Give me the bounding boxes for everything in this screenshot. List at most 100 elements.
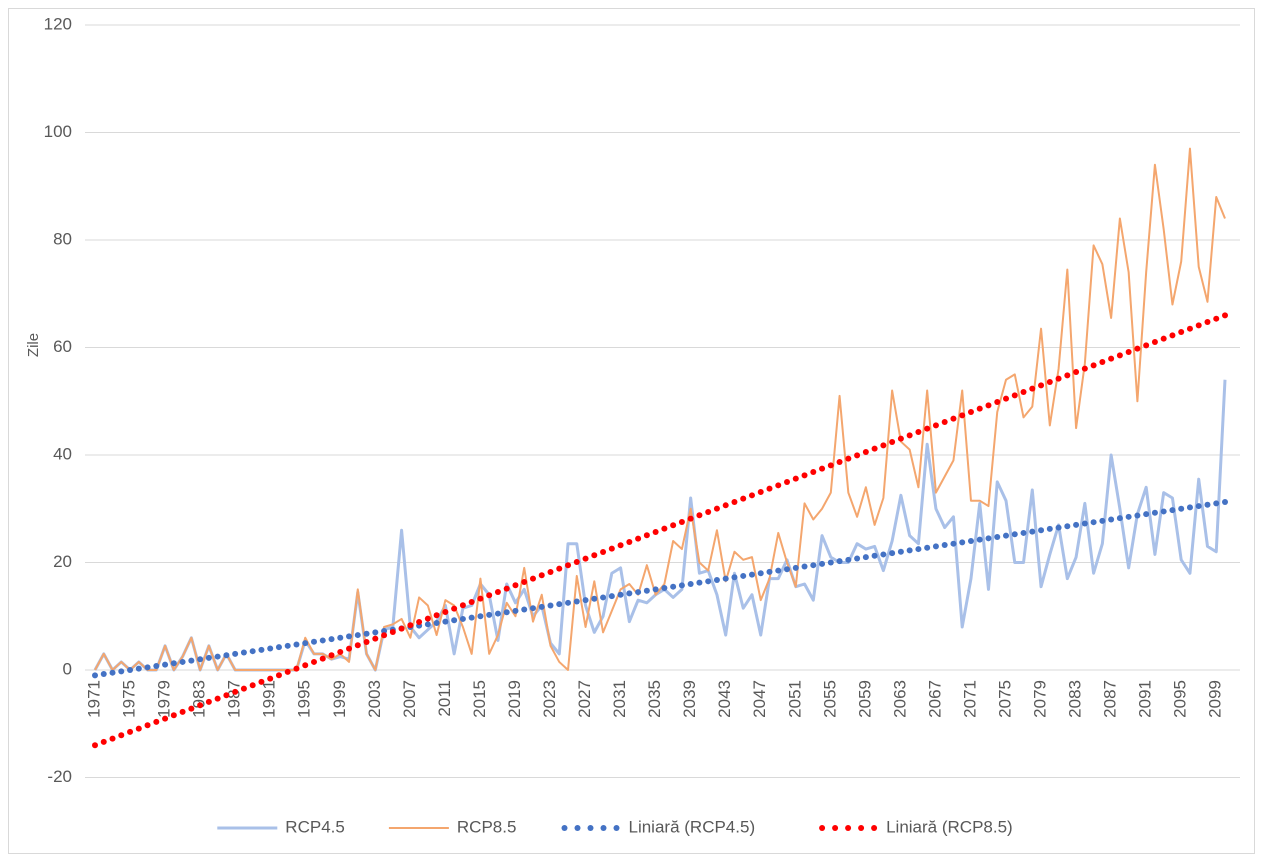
x-tick-label: 2007 [400, 680, 419, 718]
trend-dot [784, 566, 791, 573]
trend-dot [538, 603, 545, 610]
trend-dot [1160, 335, 1167, 342]
trend-dot [1108, 355, 1115, 362]
x-tick-label: 1971 [84, 680, 103, 718]
trend-dot [529, 575, 536, 582]
trend-dot [205, 654, 212, 661]
trend-dot [757, 488, 764, 495]
trend-dot [275, 672, 282, 679]
trend-dot [827, 462, 834, 469]
trend-dot [1195, 503, 1202, 510]
trend-dot [836, 458, 843, 465]
trend-dot [372, 629, 379, 636]
trend-dot [845, 556, 852, 563]
x-tick-label: 2059 [855, 680, 874, 718]
trend-dot [678, 518, 685, 525]
legend-marker [871, 825, 878, 831]
trend-dot [696, 579, 703, 586]
trend-dot [284, 642, 291, 649]
trend-dot [232, 688, 239, 695]
trend-dot [258, 646, 265, 653]
trend-dot [170, 712, 177, 719]
trend-dot [643, 587, 650, 594]
trend-dot [162, 715, 169, 722]
y-tick-label: -20 [47, 767, 72, 786]
trend-dot [626, 590, 633, 597]
trend-dot [1169, 507, 1176, 514]
x-tick-label: 1983 [190, 680, 209, 718]
trend-dot [643, 532, 650, 539]
trend-dot [740, 495, 747, 502]
x-tick-label: 2055 [820, 680, 839, 718]
x-tick-label: 2003 [365, 680, 384, 718]
trend-dot [1169, 332, 1176, 339]
x-tick-label: 1975 [120, 680, 139, 718]
x-tick-label: 2087 [1101, 680, 1120, 718]
trend-dot [512, 582, 519, 589]
trend-dot [565, 562, 572, 569]
legend-label: RCP8.5 [457, 817, 517, 836]
trend-dot [433, 612, 440, 619]
trend-dot [635, 589, 642, 596]
x-tick-label: 2031 [610, 680, 629, 718]
x-tick-label: 2011 [435, 680, 454, 717]
trend-dot [810, 468, 817, 475]
trend-dot [205, 698, 212, 705]
trend-dot [381, 628, 388, 635]
trend-dot [214, 653, 221, 660]
trend-dot [565, 599, 572, 606]
trend-dot [170, 660, 177, 667]
trend-dot [153, 718, 160, 725]
trend-dot [661, 585, 668, 592]
x-tick-label: 1987 [225, 680, 244, 718]
trend-dot [1046, 525, 1053, 532]
trend-dot [459, 602, 466, 609]
legend-marker [858, 825, 865, 831]
trend-dot [1003, 395, 1010, 402]
trend-dot [1099, 359, 1106, 366]
series-line [94, 147, 1226, 671]
trend-dot [652, 586, 659, 593]
trend-dot [188, 705, 195, 712]
trend-dot [1081, 520, 1088, 527]
trend-dot [705, 508, 712, 515]
trend-dot [1143, 511, 1150, 518]
trend-dot [678, 582, 685, 589]
trend-dot [1213, 315, 1220, 322]
trend-dot [1081, 365, 1088, 372]
trend-dot [468, 614, 475, 621]
trend-dot [670, 522, 677, 529]
trend-dot [1090, 519, 1097, 526]
trend-dot [801, 472, 808, 479]
y-axis-label: Zile [25, 333, 42, 357]
trend-dot [486, 611, 493, 618]
trend-dot [451, 617, 458, 624]
y-tick-label: 120 [44, 14, 72, 33]
trend-dot [363, 630, 370, 637]
trend-dot [967, 409, 974, 415]
trend-dot [1055, 524, 1062, 531]
trend-dot [784, 478, 791, 485]
trend-dot [766, 568, 773, 575]
x-tick-label: 2051 [785, 680, 804, 718]
trend-dot [880, 551, 887, 558]
trend-dot [1073, 369, 1080, 376]
trend-dot [959, 412, 966, 419]
trend-dot [337, 634, 344, 641]
trend-dot [915, 428, 922, 435]
trend-dot [880, 442, 887, 449]
trend-dot [529, 605, 536, 612]
trend-dot [994, 399, 1001, 406]
trend-dot [889, 550, 896, 557]
trend-dot [897, 435, 904, 442]
trend-dot [275, 644, 282, 651]
trend-dot [1186, 504, 1193, 511]
trend-dot [1020, 389, 1027, 396]
trend-dot [836, 558, 843, 565]
trend-dot [608, 545, 615, 552]
trend-dot [950, 540, 957, 547]
trend-dot [1038, 382, 1045, 389]
trend-dot [950, 415, 957, 422]
trend-dot [346, 633, 353, 640]
